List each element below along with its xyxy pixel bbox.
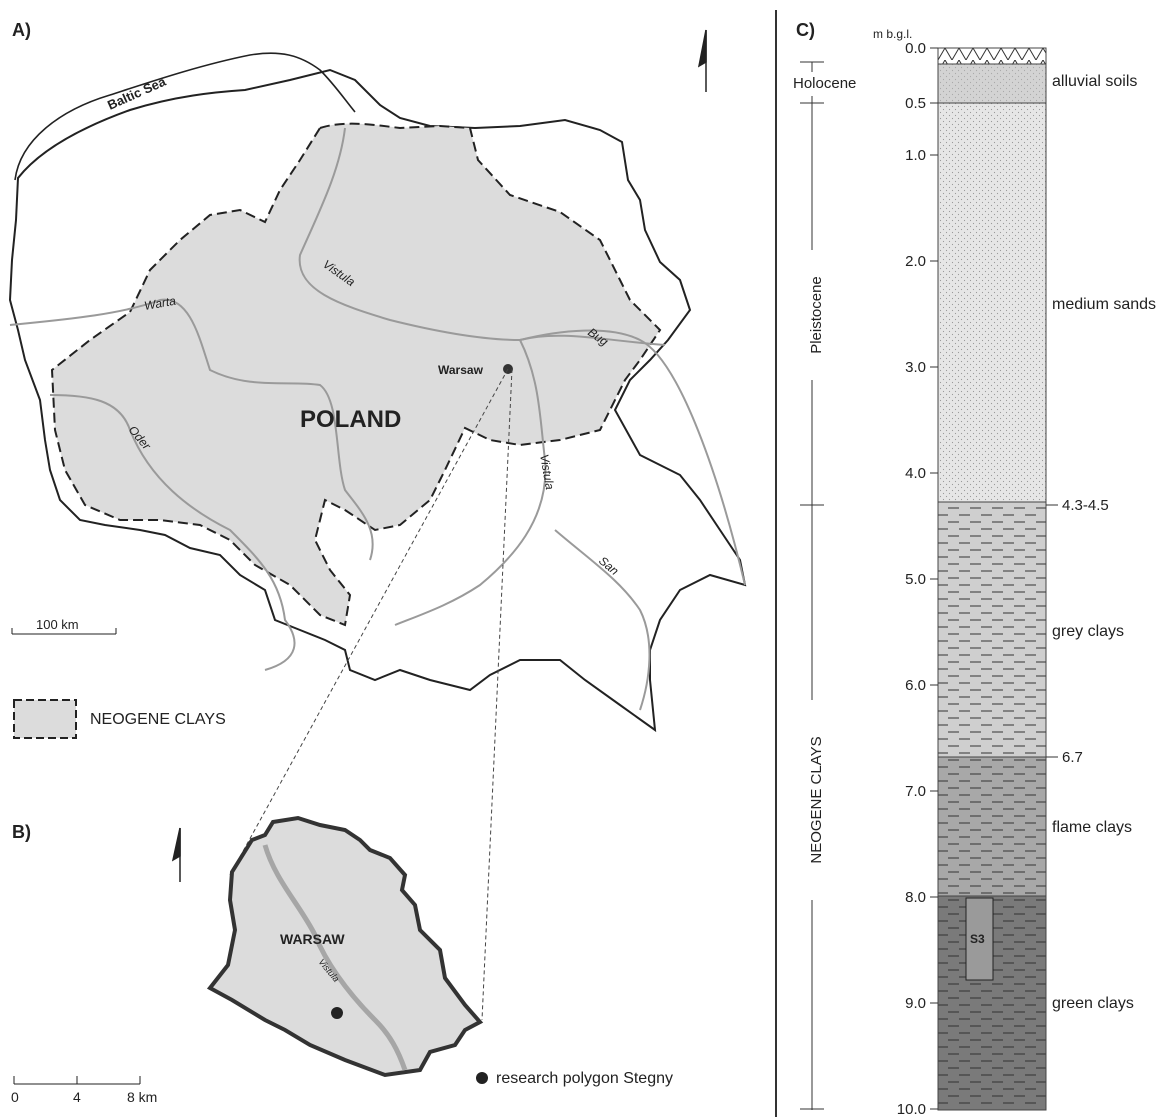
depth-tick-10: 10.0 [897,1101,926,1117]
scale-b-tick-4: 4 [73,1089,81,1105]
layer-label-alluvial: alluvial soils [1052,73,1137,90]
layer-sands [937,102,1047,503]
layer-grey-clays [937,501,1047,758]
north-arrow-b [171,827,181,882]
panel-b-label: B) [12,822,31,842]
vistula-warsaw-river [262,844,408,1071]
depth-tick-0: 0.0 [905,40,926,57]
lithology-column [937,47,1047,1111]
vistula-river [298,127,666,346]
depth-tick-5: 5.0 [905,571,926,588]
scale-bar-a [11,628,117,635]
warta-river [9,298,374,561]
depth-tick-6: 6.0 [905,677,926,694]
depth-tick-4: 4.0 [905,465,926,482]
vistula-south-river [394,339,547,626]
layer-topsoil [937,47,1047,65]
neogene-clays-area [50,122,662,627]
depth-tick-0-5: 0.5 [905,95,926,112]
bug-river [519,329,746,586]
layer-alluvial-shade [937,63,1047,104]
layer-label-grey-clays: grey clays [1052,623,1124,640]
scale-b-tick-8: 8 km [127,1089,157,1105]
layer-alluvial [937,63,1047,104]
poland-label: POLAND [300,406,401,433]
stegny-legend-marker [476,1072,488,1084]
vistula-south-label: Vistula [537,453,557,491]
scale-bar-a-label: 100 km [36,617,79,632]
warta-label: Warta [143,294,177,313]
stegny-legend-label: research polygon Stegny [496,1070,673,1087]
projection-lines [229,368,513,1021]
baltic-coast [14,52,356,181]
scale-b-tick-0: 0 [11,1089,19,1105]
sample-s3-box [965,897,994,981]
epoch-bar [800,61,824,1110]
warsaw-city-label: WARSAW [280,931,345,947]
depth-ticks [930,47,938,1110]
poland-border [8,68,747,733]
layer-flame-clays [937,756,1047,897]
warsaw-label: Warsaw [438,363,484,377]
layer-label-flame-clays: flame clays [1052,819,1132,836]
san-river [554,529,651,711]
depth-unit-label: m b.g.l. [873,27,912,41]
layer-label-sands: medium sands [1052,296,1156,313]
layer-label-green-clays: green clays [1052,995,1134,1012]
depth-tick-1: 1.0 [905,147,926,164]
epoch-holocene: Holocene [793,75,856,92]
boundary-marks [1046,504,1058,758]
neogene-legend-label: NEOGENE CLAYS [90,711,226,728]
epoch-neogene-clays: NEOGENE CLAYS [808,736,825,863]
stegny-marker [331,1007,343,1019]
san-label: San [596,554,622,579]
panel-a-label: A) [12,20,31,40]
oder-river [49,394,296,671]
depth-tick-7: 7.0 [905,783,926,800]
scale-bar-b [13,1076,141,1085]
depth-tick-2: 2.0 [905,253,926,270]
panel-c-label: C) [796,20,815,40]
boundary-6-7: 6.7 [1062,749,1083,766]
sample-s3-label: S3 [970,932,985,946]
rivers [9,127,746,711]
depth-tick-3: 3.0 [905,359,926,376]
depth-tick-8: 8.0 [905,889,926,906]
depth-tick-9: 9.0 [905,995,926,1012]
boundary-4-3: 4.3-4.5 [1062,497,1109,514]
epoch-pleistocene: Pleistocene [808,276,825,354]
north-arrow-a [697,29,707,92]
warsaw-boundary [206,815,484,1078]
neogene-legend-swatch [13,699,77,739]
